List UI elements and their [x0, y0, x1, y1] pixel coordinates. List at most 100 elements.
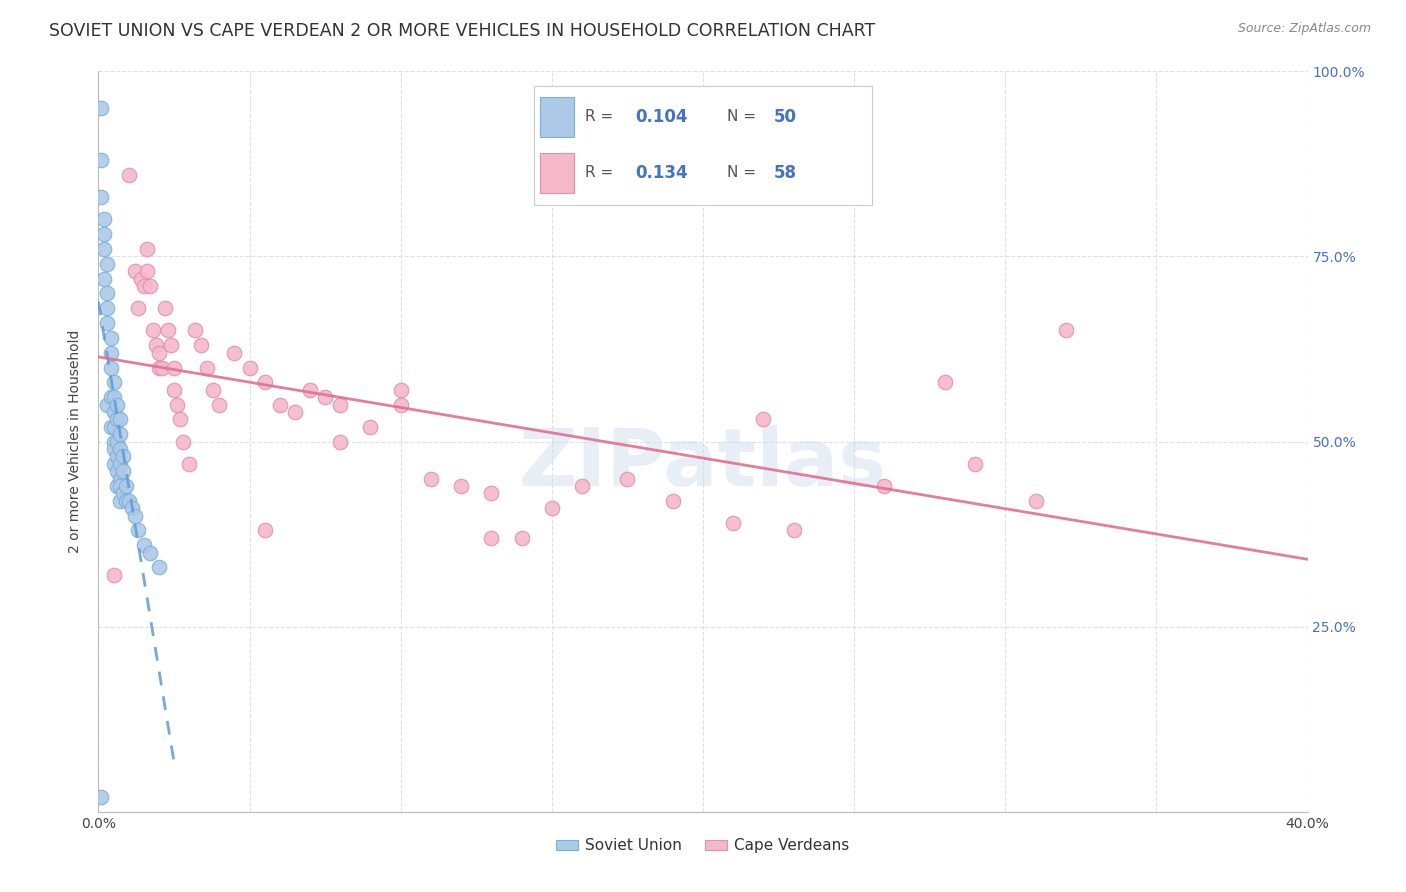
Point — [239, 360, 262, 375]
Point — [90, 789, 112, 804]
Point — [156, 324, 179, 338]
Point — [93, 271, 115, 285]
Point — [783, 524, 806, 538]
Point — [96, 301, 118, 316]
Point — [179, 457, 201, 471]
Point — [139, 279, 162, 293]
Point — [108, 493, 131, 508]
Legend: Soviet Union, Cape Verdeans: Soviet Union, Cape Verdeans — [550, 832, 856, 860]
Point — [96, 286, 118, 301]
Point — [163, 383, 186, 397]
Point — [132, 538, 155, 552]
Point — [184, 324, 207, 338]
Point — [121, 501, 143, 516]
Point — [108, 471, 131, 485]
Point — [389, 398, 412, 412]
Point — [100, 360, 122, 375]
Point — [103, 390, 125, 404]
Point — [103, 419, 125, 434]
Point — [420, 471, 443, 485]
Point — [105, 398, 128, 412]
Point — [389, 383, 412, 397]
Point — [329, 434, 352, 449]
Point — [103, 405, 125, 419]
Point — [90, 190, 112, 204]
Point — [108, 442, 131, 456]
Point — [135, 242, 157, 256]
Point — [314, 390, 336, 404]
Point — [153, 301, 176, 316]
Point — [481, 486, 503, 500]
Point — [166, 398, 188, 412]
Point — [103, 442, 125, 456]
Point — [616, 471, 638, 485]
Point — [169, 412, 191, 426]
Point — [142, 324, 165, 338]
Point — [510, 531, 533, 545]
Point — [571, 479, 593, 493]
Point — [105, 434, 128, 449]
Point — [93, 212, 115, 227]
Point — [129, 271, 152, 285]
Point — [195, 360, 218, 375]
Point — [723, 516, 745, 530]
Point — [108, 457, 131, 471]
Point — [93, 227, 115, 242]
Point — [105, 450, 128, 464]
Point — [139, 546, 162, 560]
Point — [105, 479, 128, 493]
Point — [96, 257, 118, 271]
Point — [111, 450, 134, 464]
Point — [172, 434, 194, 449]
Point — [450, 479, 472, 493]
Y-axis label: 2 or more Vehicles in Household: 2 or more Vehicles in Household — [69, 330, 83, 553]
Text: Source: ZipAtlas.com: Source: ZipAtlas.com — [1237, 22, 1371, 36]
Point — [661, 493, 683, 508]
Point — [111, 464, 134, 478]
Point — [208, 398, 231, 412]
Point — [224, 345, 246, 359]
Point — [132, 279, 155, 293]
Point — [329, 398, 352, 412]
Point — [269, 398, 291, 412]
Point — [202, 383, 225, 397]
Point — [100, 390, 122, 404]
Point — [108, 427, 131, 442]
Point — [253, 524, 276, 538]
Point — [148, 345, 170, 359]
Point — [118, 493, 141, 508]
Point — [1054, 324, 1077, 338]
Point — [540, 501, 562, 516]
Point — [253, 376, 276, 390]
Point — [873, 479, 896, 493]
Point — [965, 457, 987, 471]
Point — [114, 479, 136, 493]
Point — [111, 486, 134, 500]
Point — [103, 457, 125, 471]
Point — [299, 383, 322, 397]
Point — [90, 102, 112, 116]
Point — [105, 464, 128, 478]
Point — [1024, 493, 1046, 508]
Point — [114, 493, 136, 508]
Point — [150, 360, 173, 375]
Point — [108, 479, 131, 493]
Point — [127, 301, 149, 316]
Point — [145, 338, 167, 352]
Point — [108, 412, 131, 426]
Point — [118, 168, 141, 182]
Point — [752, 412, 775, 426]
Point — [100, 331, 122, 345]
Point — [934, 376, 956, 390]
Point — [90, 153, 112, 168]
Point — [103, 567, 125, 582]
Point — [93, 242, 115, 256]
Point — [100, 345, 122, 359]
Point — [190, 338, 212, 352]
Point — [284, 405, 307, 419]
Point — [127, 524, 149, 538]
Point — [481, 531, 503, 545]
Point — [124, 508, 146, 523]
Point — [148, 560, 170, 574]
Point — [103, 434, 125, 449]
